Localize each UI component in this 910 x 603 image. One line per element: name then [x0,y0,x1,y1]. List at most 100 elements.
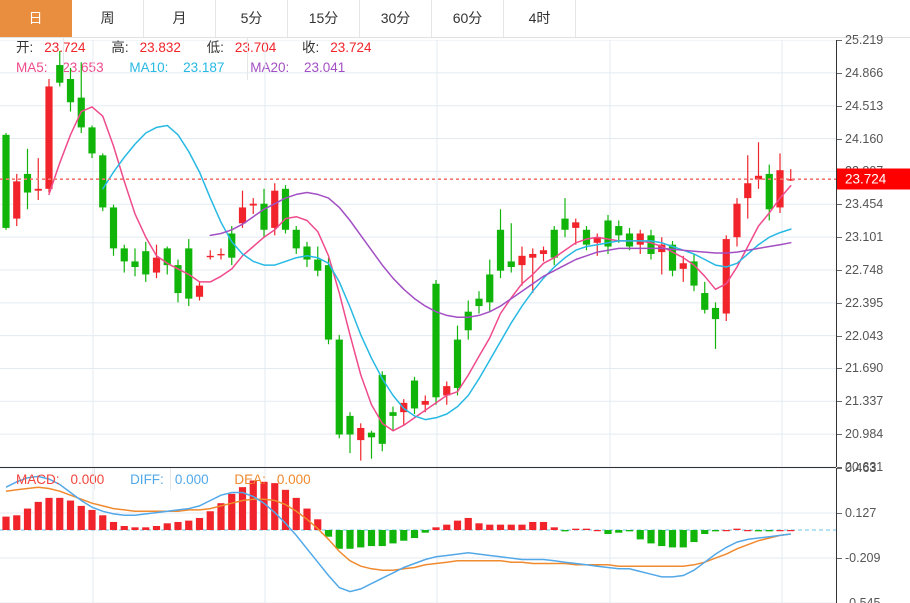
candle-body [120,248,128,262]
tab-30min[interactable]: 30分 [360,0,432,37]
macd-histogram-bar [292,497,300,531]
macd-histogram-bar [120,525,128,531]
candle-body [507,261,515,267]
tab-15min[interactable]: 15分 [288,0,360,37]
candle [66,67,75,112]
price-chart-panel[interactable] [0,40,836,467]
tab-60min[interactable]: 60分 [432,0,504,37]
candle [690,253,698,292]
candle [271,183,279,236]
candle-body [486,274,494,303]
tab-week[interactable]: 周 [72,0,144,37]
price-tickmark [837,237,842,239]
price-tick-label: 24.160 [845,131,884,146]
macd-histogram-bar [733,528,741,531]
tab-5min[interactable]: 5分 [216,0,288,37]
candle [625,227,634,251]
candle-body [690,261,698,286]
candle [367,430,376,459]
ma20-line [209,191,792,319]
macd-histogram-bar [572,528,580,531]
candle [453,325,462,396]
candle-body [56,65,64,83]
macd-histogram-bar [722,530,730,532]
candle [88,125,96,159]
macd-histogram-bar [604,530,612,535]
candle-body [2,134,10,228]
candle-body [443,386,451,396]
macd-histogram-bar [378,530,386,547]
candle-body [357,428,365,441]
candle-body [593,237,601,243]
tab-month[interactable]: 月 [144,0,216,37]
tab-day[interactable]: 日 [0,0,72,37]
candle [23,148,32,210]
candle [378,371,386,452]
timeframe-tabbar: 日 周 月 5分 15分 30分 60分 4时 [0,0,910,38]
candle [647,229,655,260]
ma20-group: MA20: 23.041 [250,60,356,75]
ma20-label: MA20: [250,60,290,75]
macd-histogram-bar [271,483,279,531]
candle-body [23,173,32,193]
macd-tick-label: 0.463 [845,461,877,475]
candle-body [754,175,763,180]
candle-body [271,190,279,228]
ma10-group: MA10: 23.187 [129,60,235,75]
price-tick-label: 20.631 [845,460,884,474]
macd-histogram-bar [77,505,85,531]
candle [152,244,161,279]
candle [572,218,580,245]
candle [195,281,204,301]
macd-label: MACD: [16,472,60,487]
candle-body [604,220,612,247]
last-price-badge: 23.724 [837,168,910,190]
candle-body [410,380,419,409]
candle-body [367,432,376,438]
macd-histogram-bar [432,527,440,531]
candle-body [432,283,440,398]
macd-histogram-bar [443,524,451,531]
macd-histogram-bar [410,530,419,539]
candle-body [711,307,720,320]
candle [185,239,193,307]
candle [744,155,752,219]
candle [604,214,612,254]
macd-chart-panel[interactable] [0,468,836,603]
ma10-line [102,124,792,421]
candle-body [303,246,311,260]
candle-body [174,265,182,294]
macd-histogram-bar [582,528,591,531]
diff-value: 0.000 [174,472,209,487]
low-label: 低: [206,40,224,55]
macd-histogram-bar [615,530,623,533]
candle-body [518,255,526,266]
macd-diff-line [5,475,791,593]
price-tick-label: 21.690 [845,361,884,376]
price-tickmark [837,467,842,468]
close-label: 收: [301,40,320,55]
candle [324,257,333,345]
macd-histogram-bar [668,530,677,548]
macd-histogram-bar [690,530,698,543]
candle-body [228,233,236,258]
candle-body [550,229,558,258]
candle [432,280,440,405]
tab-4hour[interactable]: 4时 [504,0,576,37]
candle-body [787,179,795,181]
candle [292,226,300,254]
macd-histogram-bar [66,500,75,531]
candle [335,334,343,439]
price-tick-label: 24.513 [845,98,884,113]
macd-histogram-bar [507,524,515,531]
candle [701,281,709,314]
macd-histogram-bar [195,517,204,531]
macd-histogram-bar [357,530,365,548]
candle-body [615,226,623,236]
macd-histogram-bar [185,520,193,531]
macd-histogram-bar [711,530,720,532]
macd-histogram-bar [529,521,537,531]
price-tick-label: 23.454 [845,197,884,212]
candle [518,246,526,286]
